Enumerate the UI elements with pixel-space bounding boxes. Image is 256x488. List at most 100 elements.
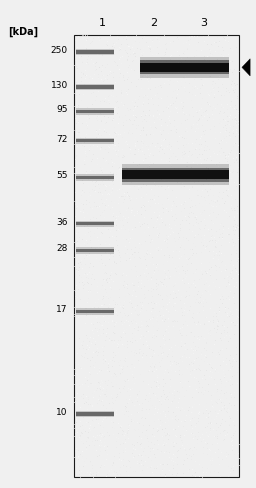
Point — [176, 78, 180, 85]
Point — [74, 152, 79, 160]
Point — [214, 67, 218, 75]
Point — [194, 386, 198, 393]
Point — [210, 203, 214, 211]
Point — [214, 191, 218, 199]
Point — [152, 235, 156, 243]
Point — [138, 219, 142, 226]
Point — [106, 378, 110, 386]
Point — [170, 317, 174, 325]
Point — [232, 363, 236, 371]
Point — [79, 107, 83, 115]
Point — [213, 94, 217, 102]
Point — [118, 455, 122, 463]
Point — [93, 425, 97, 433]
Point — [182, 182, 186, 190]
Point — [119, 128, 123, 136]
Point — [143, 214, 147, 222]
Point — [145, 200, 149, 207]
Point — [213, 161, 217, 168]
Point — [187, 411, 191, 419]
Point — [110, 216, 114, 224]
Bar — [76, 247, 114, 251]
Point — [126, 399, 130, 407]
Point — [208, 431, 212, 439]
Point — [167, 431, 171, 439]
Point — [117, 157, 121, 165]
Point — [106, 377, 110, 385]
Point — [219, 471, 223, 479]
Point — [97, 118, 101, 126]
Point — [203, 345, 207, 352]
Point — [202, 437, 207, 445]
Point — [214, 422, 218, 430]
Point — [89, 246, 93, 254]
Point — [190, 412, 194, 420]
Point — [163, 269, 167, 277]
Point — [106, 61, 110, 68]
Point — [194, 418, 198, 426]
Point — [130, 58, 134, 66]
Point — [106, 318, 110, 326]
Point — [90, 169, 94, 177]
Point — [102, 443, 106, 450]
Point — [91, 262, 95, 269]
Point — [142, 424, 146, 432]
Point — [86, 100, 90, 108]
Point — [189, 281, 193, 288]
Point — [234, 351, 238, 359]
Point — [232, 317, 236, 325]
Point — [121, 309, 125, 317]
Point — [218, 170, 222, 178]
Point — [119, 363, 123, 371]
Point — [125, 173, 129, 181]
Point — [224, 315, 228, 323]
Point — [171, 426, 175, 433]
Point — [174, 434, 178, 442]
Point — [214, 329, 218, 337]
Point — [93, 176, 97, 184]
Point — [134, 125, 138, 133]
Point — [215, 412, 219, 420]
Point — [207, 342, 211, 350]
Point — [103, 283, 107, 291]
Point — [188, 383, 193, 391]
Point — [88, 431, 92, 439]
Point — [135, 334, 139, 342]
Point — [166, 195, 170, 203]
Point — [176, 307, 180, 315]
Point — [214, 210, 218, 218]
Point — [183, 417, 187, 425]
Point — [96, 415, 100, 423]
Point — [236, 257, 240, 265]
Point — [200, 61, 204, 69]
Point — [157, 384, 161, 391]
Point — [180, 133, 185, 141]
Point — [73, 359, 78, 366]
Point — [164, 283, 168, 291]
Point — [230, 362, 234, 370]
Point — [90, 197, 94, 205]
Point — [201, 270, 205, 278]
Point — [154, 299, 158, 307]
Point — [187, 160, 191, 168]
Point — [116, 412, 120, 420]
Point — [128, 62, 132, 70]
Point — [224, 145, 228, 153]
Point — [208, 373, 212, 381]
Point — [75, 133, 79, 141]
Point — [209, 238, 213, 245]
Point — [74, 405, 79, 413]
Point — [220, 202, 224, 210]
Point — [73, 304, 77, 311]
Point — [225, 282, 229, 290]
Point — [170, 318, 175, 325]
Point — [176, 108, 180, 116]
Point — [219, 387, 223, 395]
Point — [169, 95, 173, 103]
Point — [196, 357, 200, 365]
Point — [79, 320, 83, 328]
Point — [206, 130, 210, 138]
Point — [130, 192, 134, 200]
Point — [100, 344, 104, 351]
Point — [145, 426, 149, 433]
